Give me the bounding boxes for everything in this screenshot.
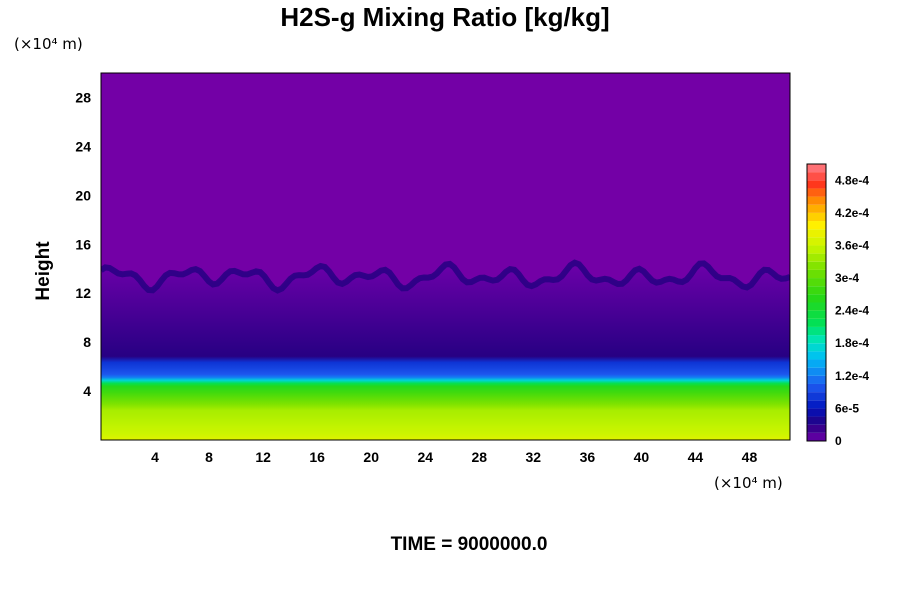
y-tick-label: 12	[75, 285, 91, 301]
colorbar-segment	[807, 237, 826, 246]
colorbar-tick-label: 2.4e-4	[835, 304, 869, 318]
x-tick-label: 28	[471, 449, 487, 465]
colorbar-segment	[807, 392, 826, 401]
colorbar-tick-label: 6e-5	[835, 401, 859, 415]
colorbar-segment	[807, 310, 826, 319]
x-tick-label: 48	[742, 449, 758, 465]
colorbar-segment	[807, 204, 826, 213]
colorbar-segment	[807, 188, 826, 197]
y-axis-label: Height	[33, 241, 54, 301]
x-tick-label: 16	[309, 449, 325, 465]
colorbar-tick-label: 1.8e-4	[835, 336, 869, 350]
mixed-layer-field	[101, 260, 790, 440]
colorbar-segment	[807, 278, 826, 287]
colorbar-segment	[807, 221, 826, 230]
heatmap-plot-area	[100, 72, 791, 441]
x-tick-label: 4	[151, 449, 159, 465]
colorbar-segment	[807, 212, 826, 222]
colorbar-segment	[807, 261, 826, 270]
colorbar-segment	[807, 286, 826, 295]
x-tick-label: 24	[417, 449, 433, 465]
colorbar: 0 6e-5 1.2e-4 1.8e-4 2.4e-4 3e-4 3.6e-4 4.2e-4 4…	[806, 163, 869, 448]
y-tick-label: 8	[83, 334, 91, 350]
colorbar-segment	[807, 180, 826, 189]
y-axis: 4 8 12 16 20 24 28	[75, 89, 91, 399]
x-tick-label: 40	[634, 449, 650, 465]
x-tick-label: 8	[205, 449, 213, 465]
y-tick-label: 4	[83, 383, 91, 399]
colorbar-frame	[806, 163, 827, 442]
colorbar-segment	[807, 432, 826, 441]
x-axis: 4 8 12 16 20 24 28 32 36 40 44 48	[151, 449, 757, 465]
colorbar-segment	[807, 351, 826, 360]
y-tick-label: 16	[75, 236, 91, 252]
x-tick-label: 36	[580, 449, 596, 465]
plot-frame	[100, 72, 791, 441]
x-tick-label: 20	[363, 449, 379, 465]
colorbar-segment	[807, 253, 826, 262]
colorbar-segment	[807, 383, 826, 393]
colorbar-segment	[807, 229, 826, 238]
colorbar-segment	[807, 335, 826, 344]
colorbar-tick-label: 4.8e-4	[835, 173, 869, 187]
colorbar-segment	[807, 269, 826, 279]
colorbar-segment	[807, 302, 826, 311]
colorbar-segment	[807, 375, 826, 384]
colorbar-segment	[807, 400, 826, 409]
y-tick-label: 20	[75, 187, 91, 203]
x-tick-label: 12	[255, 449, 271, 465]
y-axis-unit: (×10⁴ m)	[14, 35, 83, 53]
colorbar-segment	[807, 416, 826, 425]
colorbar-segment	[807, 359, 826, 368]
colorbar-segment	[807, 424, 826, 433]
colorbar-segment	[807, 343, 826, 352]
chart-title: H2S-g Mixing Ratio [kg/kg]	[280, 2, 609, 32]
colorbar-segment	[807, 172, 826, 181]
y-tick-label: 24	[75, 138, 91, 154]
colorbar-tick-label: 4.2e-4	[835, 206, 869, 220]
colorbar-segment	[807, 294, 826, 303]
colorbar-tick-label: 0	[835, 434, 842, 448]
colorbar-segment	[807, 245, 826, 254]
colorbar-tick-label: 1.2e-4	[835, 369, 869, 383]
colorbar-tick-label: 3e-4	[835, 271, 859, 285]
x-axis-unit: (×10⁴ m)	[714, 474, 783, 492]
colorbar-tick-label: 3.6e-4	[835, 238, 869, 252]
colorbar-segment	[807, 408, 826, 417]
colorbar-segment	[807, 318, 826, 327]
x-tick-label: 32	[526, 449, 542, 465]
colorbar-segment	[807, 196, 826, 205]
cloud-top-edge	[101, 259, 790, 294]
time-label: TIME = 9000000.0	[391, 534, 548, 555]
colorbar-segment	[807, 326, 826, 336]
y-tick-label: 28	[75, 89, 91, 105]
colorbar-segment	[807, 367, 826, 376]
colorbar-segment	[807, 164, 826, 173]
x-tick-label: 44	[688, 449, 704, 465]
